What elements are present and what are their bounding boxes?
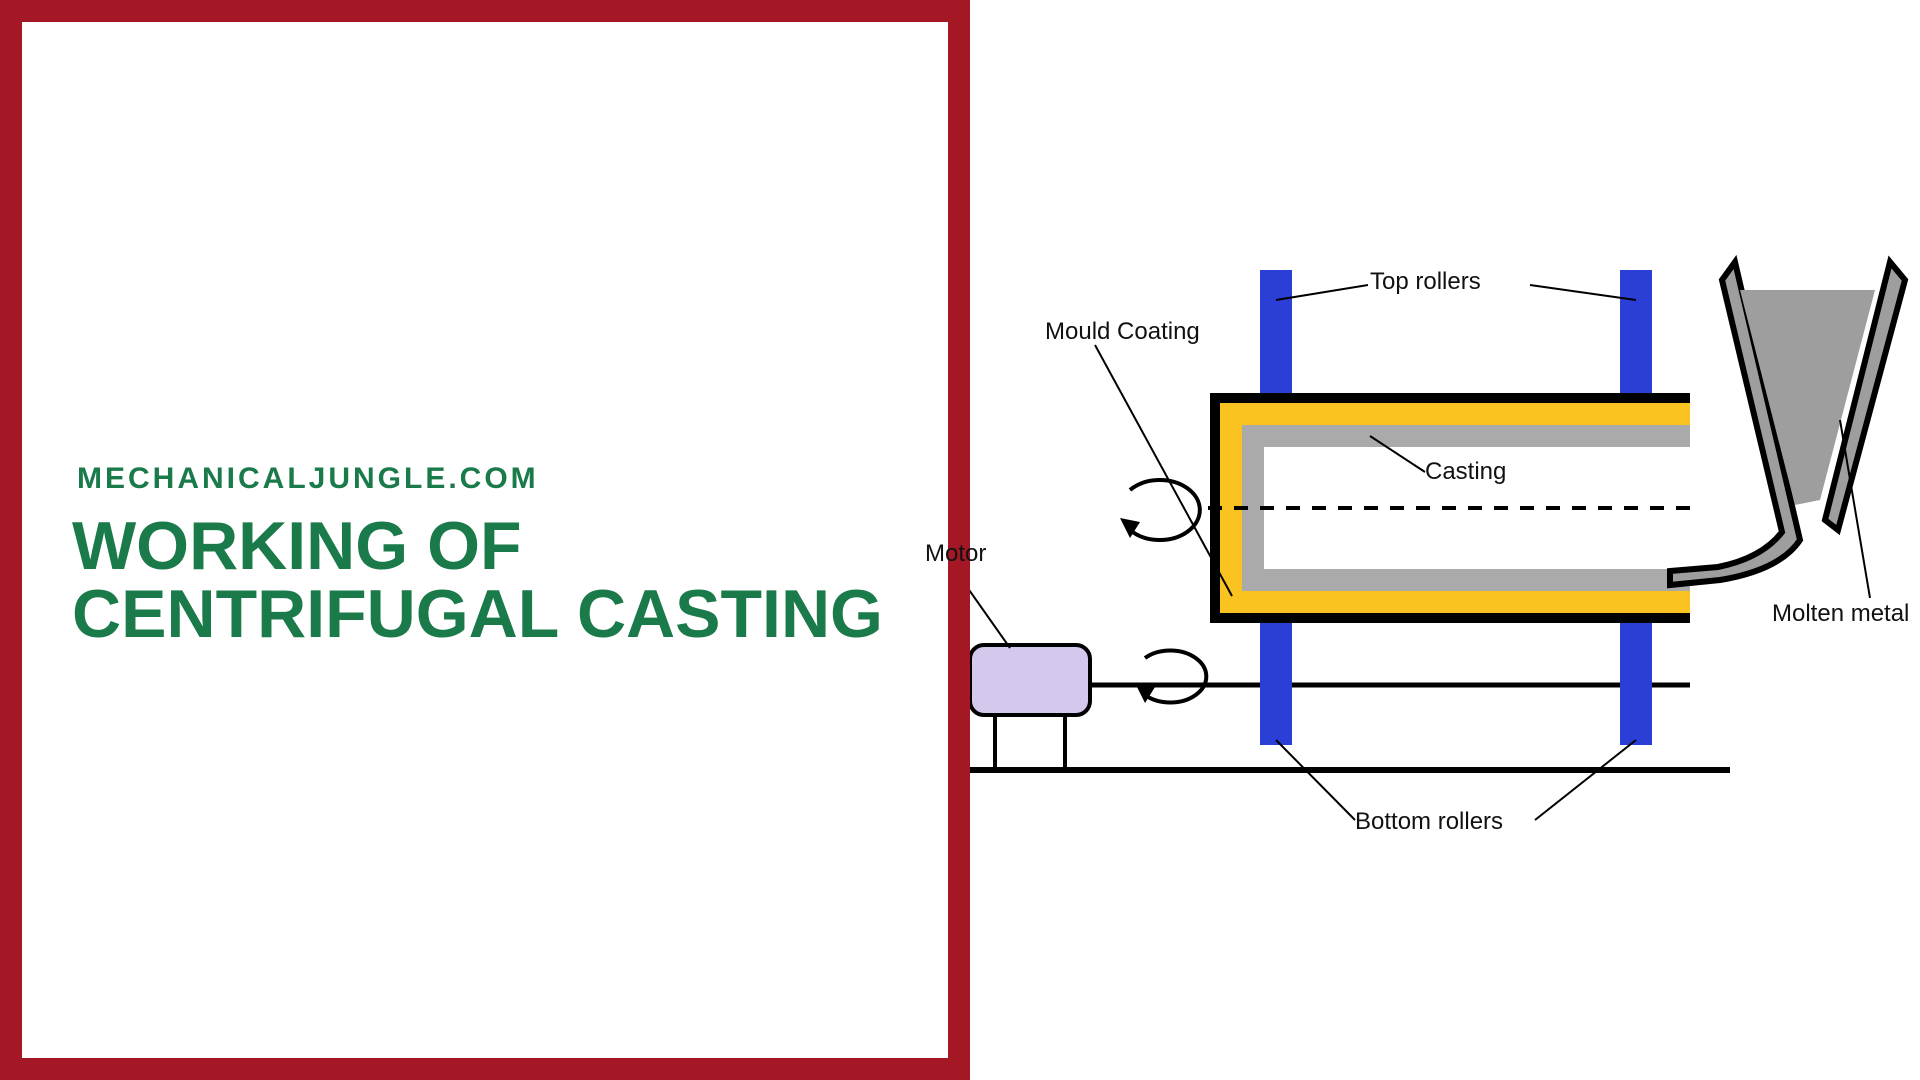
title-line-2: CENTRIFUGAL CASTING [72,576,883,652]
label-top-rollers: Top rollers [1370,268,1481,296]
label-mould-coating: Mould Coating [1045,318,1200,346]
label-leader-lines [970,285,1870,820]
motor [970,645,1090,770]
top-roller-left [1260,270,1292,398]
site-name: MECHANICALJUNGLE.COM [77,462,539,496]
label-motor: Motor [925,540,986,568]
diagram-svg [970,0,1920,1080]
label-bottom-rollers: Bottom rollers [1355,808,1503,836]
top-roller-right [1620,270,1652,398]
rotation-arrow-mould [1120,480,1200,540]
casting-layer [1242,425,1690,591]
rotation-arrow-shaft [1135,651,1206,704]
title-line-1: WORKING OF [72,508,522,584]
label-molten-metal: Molten metal [1772,600,1909,628]
bottom-roller-right [1620,617,1652,745]
centrifugal-casting-diagram: Top rollers Mould Coating Casting Molten… [970,0,1920,1080]
page-title: WORKING OF CENTRIFUGAL CASTING [72,512,883,648]
bottom-roller-left [1260,617,1292,745]
pouring-funnel [1670,262,1905,585]
title-frame: MECHANICALJUNGLE.COM WORKING OF CENTRIFU… [0,0,970,1080]
label-casting: Casting [1425,458,1506,486]
